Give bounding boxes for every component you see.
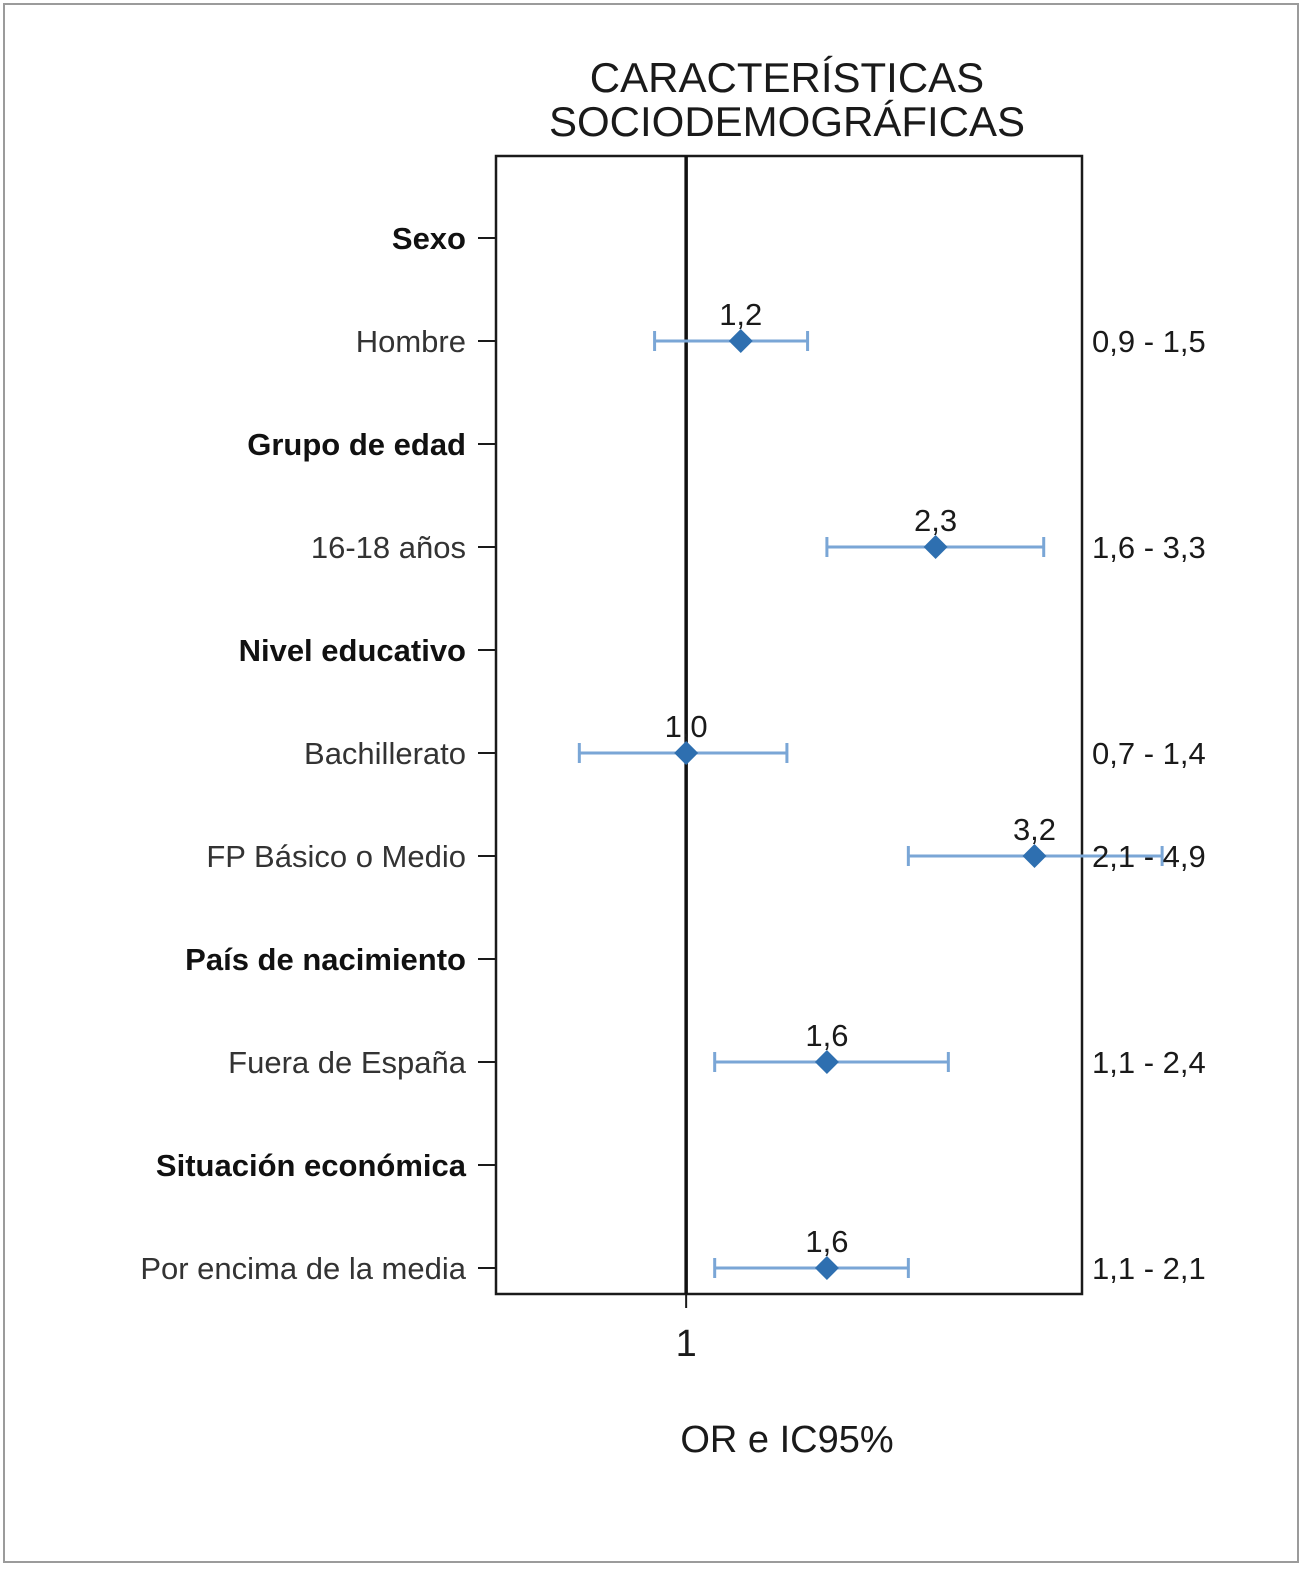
or-value-label: 1,0 [665, 709, 708, 744]
chart-title-line-2: SOCIODEMOGRÁFICAS [549, 98, 1025, 145]
group-header-label: Grupo de edad [247, 427, 466, 462]
or-point [1022, 844, 1047, 868]
or-point [923, 535, 948, 559]
plot-area-frame [494, 154, 1084, 1296]
group-header-label: Sexo [392, 221, 466, 256]
group-header-label: País de nacimiento [185, 942, 466, 977]
group-header-label: Nivel educativo [239, 633, 466, 668]
or-value-label: 3,2 [1013, 812, 1056, 847]
ci-range-label: 2,1 - 4,9 [1092, 839, 1206, 874]
x-tick-label: 1 [676, 1323, 697, 1365]
or-point [814, 1050, 839, 1074]
row-label: Por encima de la media [140, 1251, 466, 1286]
or-point [674, 741, 699, 765]
or-value-label: 1,6 [805, 1224, 848, 1259]
or-value-label: 1,6 [805, 1018, 848, 1053]
row-label: Fuera de España [228, 1045, 467, 1080]
chart-title-line-1: CARACTERÍSTICAS [590, 54, 984, 101]
row-label: Bachillerato [304, 736, 466, 771]
or-value-label: 2,3 [914, 503, 957, 538]
ci-range-label: 1,1 - 2,4 [1092, 1045, 1206, 1080]
or-point [814, 1256, 839, 1280]
ci-range-label: 0,9 - 1,5 [1092, 324, 1206, 359]
row-label: 16-18 años [311, 530, 466, 565]
group-header-label: Situación económica [156, 1148, 467, 1183]
row-label: Hombre [356, 324, 466, 359]
ci-range-label: 0,7 - 1,4 [1092, 736, 1206, 771]
outer-frame [3, 3, 1299, 1563]
ci-range-label: 1,6 - 3,3 [1092, 530, 1206, 565]
or-value-label: 1,2 [719, 297, 762, 332]
ci-range-label: 1,1 - 2,1 [1092, 1251, 1206, 1286]
or-point [728, 329, 753, 353]
row-label: FP Básico o Medio [206, 839, 466, 874]
x-axis-label: OR e IC95% [680, 1419, 893, 1461]
